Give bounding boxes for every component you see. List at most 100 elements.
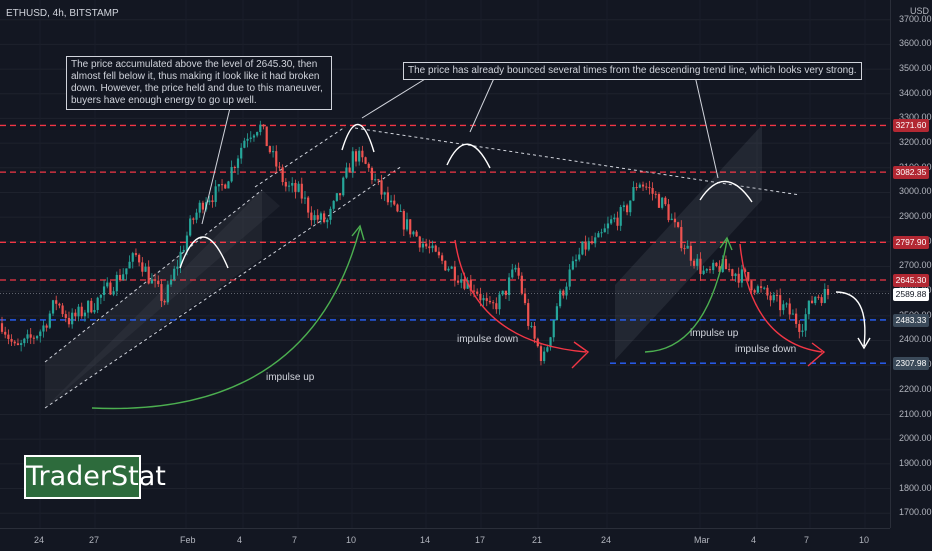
price-tick-label: 2100.00 [899, 408, 932, 419]
candle-body [144, 266, 147, 272]
candle-body [284, 182, 287, 187]
candle-body [405, 219, 409, 230]
candle-body [568, 269, 571, 287]
candle-body [230, 167, 233, 182]
candle-body [233, 167, 236, 169]
time-axis[interactable]: 24 27 Feb 4 7 10 14 17 21 24 Mar 4 7 10 [0, 528, 890, 551]
candle-body [399, 210, 402, 212]
candle-body [7, 334, 10, 339]
candle-body [696, 258, 699, 266]
candle-body [370, 167, 374, 180]
candle-body [252, 135, 256, 138]
candle-body [389, 200, 393, 203]
candle-body [393, 200, 396, 205]
price-tick-label: 1700.00 [899, 507, 932, 518]
candle-body [750, 280, 753, 291]
chart-plot-area[interactable] [0, 0, 890, 528]
candle-body [67, 317, 71, 325]
candle-body [431, 245, 434, 249]
candle-body [664, 197, 667, 205]
candle-body [71, 312, 74, 325]
annotation-note-2: The price has already bounced several ti… [403, 62, 862, 80]
candle-body [358, 150, 361, 162]
candle-body [555, 306, 559, 321]
candle-body [319, 213, 323, 220]
candle-body [125, 268, 128, 275]
time-tick-label: Mar [694, 535, 710, 545]
candle-body [262, 124, 265, 127]
candle-body [686, 245, 689, 249]
candle-body [61, 305, 64, 315]
candle-body [220, 184, 224, 186]
price-tick-label: 2700.00 [899, 260, 932, 271]
candle-body [791, 313, 795, 315]
candle-body [692, 260, 696, 266]
candle-body [236, 158, 240, 168]
note-2-pointer-c [694, 75, 719, 179]
candle-body [329, 208, 332, 220]
candle-body [511, 269, 514, 278]
candle-body [587, 241, 590, 250]
channel-2-upper-line [254, 126, 346, 188]
ascending-channel-1-fill [45, 190, 262, 408]
candle-body [619, 207, 622, 226]
candle-body [498, 294, 501, 310]
candle-body [737, 273, 740, 283]
candle-body [488, 300, 492, 303]
candle-body [310, 212, 313, 221]
candle-body [562, 290, 565, 296]
time-tick-label: 4 [751, 535, 757, 545]
candle-body [80, 306, 83, 317]
candle-body [409, 219, 412, 235]
impulse-down-arrow-2 [739, 243, 826, 367]
level-price-label: 2307.98 [893, 357, 929, 371]
candle-body [211, 200, 214, 203]
candle-body [166, 284, 169, 303]
candle-body [182, 249, 185, 252]
time-tick-label: 24 [601, 535, 612, 545]
candle-body [804, 314, 807, 331]
impulse-up-label-1: impulse up [266, 372, 315, 383]
candle-body [734, 273, 737, 277]
candle-body [654, 193, 657, 195]
candle-body [338, 193, 342, 196]
candle-body [606, 223, 610, 229]
candle-body [364, 157, 367, 164]
price-tick-label: 3200.00 [899, 137, 932, 148]
impulse-up-arrow-2 [644, 236, 733, 353]
candle-body [4, 331, 7, 335]
price-tick-label: 2900.00 [899, 211, 932, 222]
candle-body [472, 290, 476, 292]
candle-body [712, 262, 715, 271]
candle-body [501, 290, 504, 295]
candle-body [157, 280, 160, 285]
time-tick-label: 4 [237, 535, 243, 545]
time-tick-label: 14 [420, 535, 431, 545]
top-arc-1 [179, 236, 229, 269]
candle-body [275, 151, 278, 167]
candle-body [39, 331, 42, 337]
candle-body [138, 254, 141, 263]
level-price-label: 2483.33 [893, 313, 929, 327]
candle-body [102, 286, 106, 295]
price-tick-label: 3400.00 [899, 87, 932, 98]
candle-body [141, 262, 144, 272]
candle-body [629, 200, 632, 213]
impulse-down-arrow-1 [454, 239, 590, 369]
candle-body [625, 205, 629, 213]
note-1-pointer [201, 107, 231, 225]
price-tick-label: 2200.00 [899, 383, 932, 394]
price-unit: USD [909, 6, 929, 16]
candle-body [115, 274, 118, 292]
impulse-down-label-1: impulse down [457, 334, 519, 345]
candle-body [179, 251, 182, 267]
candle-body [281, 167, 284, 183]
candle-body [715, 262, 718, 267]
candle-body [724, 259, 728, 270]
time-tick-label: 17 [475, 535, 486, 545]
price-axis[interactable]: USD 3700.00 3600.00 3500.00 3400.00 3300.00 3… [890, 0, 932, 528]
candle-body [131, 253, 134, 262]
candle-body [93, 309, 96, 313]
impulse-up-arrow-1 [91, 224, 365, 410]
candle-body [122, 274, 125, 281]
